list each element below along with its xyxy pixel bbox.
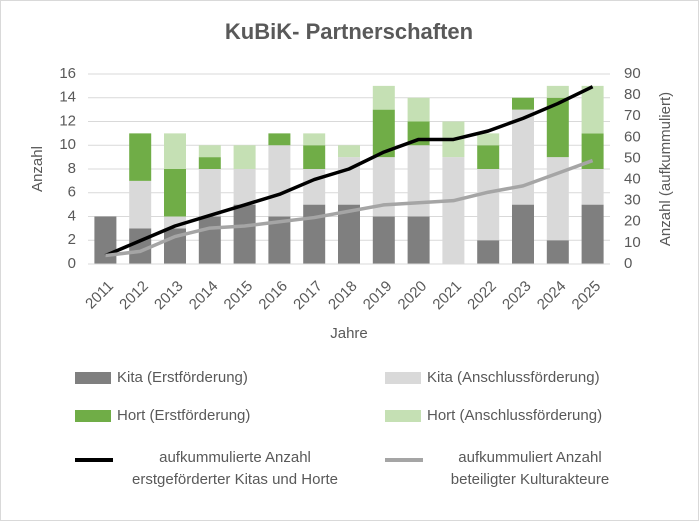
bar-segment bbox=[372, 109, 395, 158]
legend-marker bbox=[385, 372, 421, 384]
bar-segment bbox=[477, 240, 500, 264]
line-series bbox=[105, 158, 594, 258]
y2-tick-label: 60 bbox=[624, 128, 641, 145]
legend-label: aufkummulierte Anzahl erstgeförderter Ki… bbox=[132, 449, 338, 488]
bar-segment bbox=[164, 169, 186, 217]
legend-marker bbox=[75, 372, 111, 384]
bar-segment bbox=[198, 145, 221, 158]
bar-segment bbox=[268, 133, 291, 146]
bar-segment bbox=[233, 169, 256, 205]
y-axis-title: Anzahl bbox=[29, 146, 46, 192]
y-tick-label: 4 bbox=[68, 207, 76, 224]
bar-segment bbox=[303, 169, 326, 205]
y2-tick-label: 50 bbox=[624, 149, 641, 166]
y-tick-label: 2 bbox=[68, 231, 76, 248]
y2-tick-label: 20 bbox=[624, 213, 641, 230]
bar-segment bbox=[94, 216, 117, 264]
bar-segment bbox=[477, 145, 500, 169]
y2-tick-label: 80 bbox=[624, 86, 641, 103]
bar-segment bbox=[581, 133, 604, 169]
bar-segment bbox=[164, 216, 186, 229]
legend-label: Kita (Erstförderung) bbox=[117, 369, 248, 386]
y2-axis-title: Anzahl (aufkummuliert) bbox=[657, 92, 674, 246]
bar-segment bbox=[233, 204, 256, 264]
bar-segment bbox=[303, 133, 326, 146]
bar-segment bbox=[512, 109, 534, 205]
bar-segment bbox=[303, 204, 326, 264]
legend-marker bbox=[385, 410, 421, 422]
bar-segment bbox=[477, 133, 500, 146]
bar-segment bbox=[164, 133, 186, 169]
y2-tick-label: 0 bbox=[624, 255, 632, 272]
bar-segment bbox=[407, 216, 430, 264]
bar-segment bbox=[546, 85, 569, 98]
bar-segment bbox=[268, 216, 291, 264]
bar-segment bbox=[581, 85, 604, 134]
y-tick-label: 6 bbox=[68, 184, 76, 201]
bar-segment bbox=[512, 204, 534, 264]
y2-tick-label: 30 bbox=[624, 192, 641, 209]
y-tick-label: 8 bbox=[68, 160, 76, 177]
bar-segment bbox=[546, 97, 569, 158]
bar-segment bbox=[303, 145, 326, 169]
bar-segment bbox=[129, 133, 152, 181]
legend-label: Hort (Anschlussförderung) bbox=[427, 407, 603, 424]
bar-segment bbox=[407, 145, 430, 217]
bar-segment bbox=[198, 169, 221, 217]
bar-segment bbox=[512, 97, 534, 110]
bar-segment bbox=[198, 216, 221, 264]
bar-segment bbox=[372, 85, 395, 110]
legend-label: Hort (Erstförderung) bbox=[117, 407, 251, 424]
bar-segment bbox=[198, 157, 221, 169]
bar-segment bbox=[268, 145, 291, 217]
bar-segment bbox=[546, 157, 569, 241]
y2-tick-label: 70 bbox=[624, 107, 641, 124]
bar-segment bbox=[581, 204, 604, 264]
y2-tick-label: 90 bbox=[624, 65, 641, 82]
y-tick-label: 0 bbox=[68, 255, 76, 272]
legend-label: Kita (Anschlussförderung) bbox=[427, 369, 600, 386]
y2-tick-label: 40 bbox=[624, 171, 641, 188]
bar-segment bbox=[338, 204, 360, 264]
bar-segment bbox=[477, 169, 500, 241]
bar-segment bbox=[338, 145, 360, 158]
bar-segment bbox=[233, 145, 256, 169]
y-tick-label: 12 bbox=[59, 112, 76, 129]
line-series bbox=[104, 85, 594, 258]
x-axis-title: Jahre bbox=[330, 325, 368, 342]
legend-marker bbox=[75, 410, 111, 422]
chart-title: KuBiK- Partnerschaften bbox=[225, 19, 473, 44]
bar-segment bbox=[407, 97, 430, 122]
y2-tick-label: 10 bbox=[624, 234, 641, 251]
bar-segment bbox=[372, 216, 395, 264]
y-tick-label: 10 bbox=[59, 136, 76, 153]
bar-segment bbox=[372, 157, 395, 217]
y-tick-label: 16 bbox=[59, 65, 76, 82]
bar-segment bbox=[129, 180, 152, 229]
legend-label: aufkummuliert Anzahl beteiligter Kultura… bbox=[450, 449, 610, 488]
bar-segment bbox=[442, 157, 465, 264]
bar-segment bbox=[546, 240, 569, 264]
bar-segment bbox=[581, 169, 604, 205]
y-tick-label: 14 bbox=[59, 89, 76, 106]
